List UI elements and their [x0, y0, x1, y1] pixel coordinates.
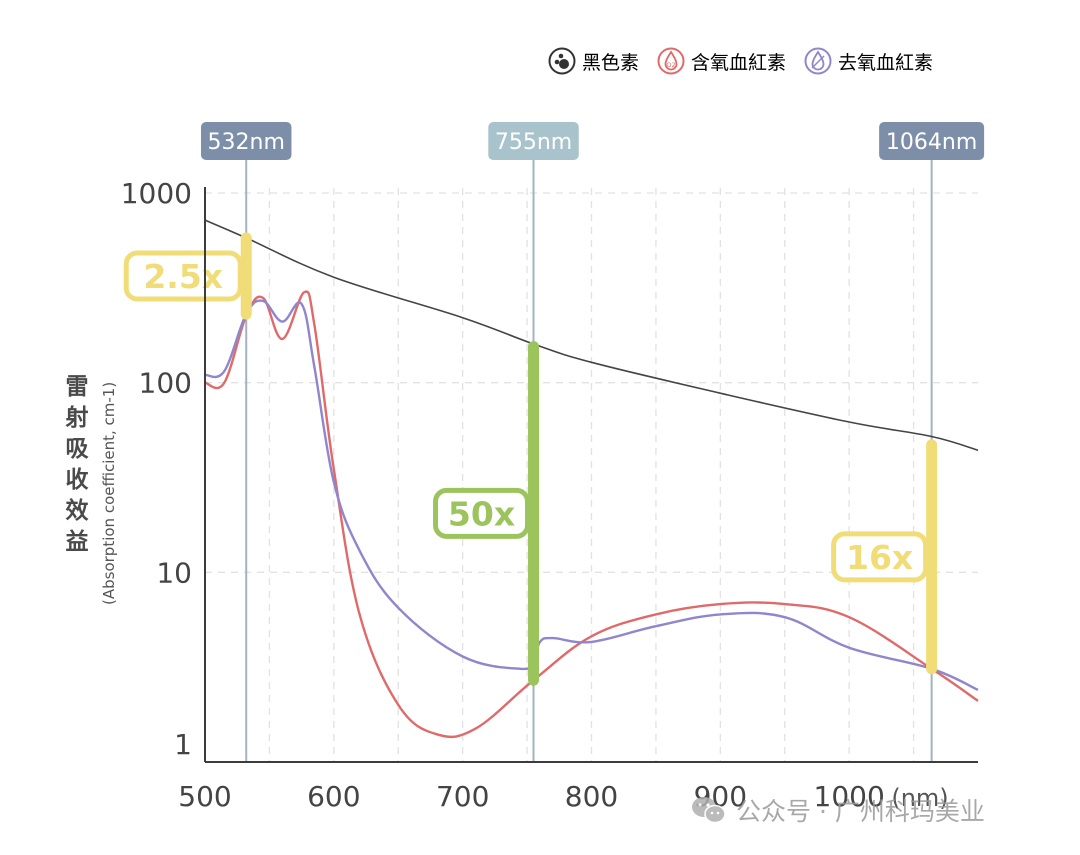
y-axis-title: 雷射吸收效益 (Absorption coefficient, cm-1) — [52, 360, 122, 620]
legend-label: 去氧血紅素 — [838, 51, 934, 74]
ratio-badge-50x — [433, 487, 531, 539]
x-tick-label: 700 — [436, 780, 489, 813]
legend-item-deoxyhemoglobin: 去氧血紅素 — [804, 47, 933, 75]
marker-tag-755nm — [488, 122, 579, 160]
series-line-2 — [204, 290, 979, 739]
y-tick-label: 1000 — [121, 177, 192, 210]
x-tick-label: 600 — [307, 780, 360, 813]
ratio-label: 50x — [448, 494, 515, 533]
y-tick-label: 1 — [174, 728, 192, 761]
deoxy-drop-icon — [804, 47, 832, 75]
legend-item-oxyhemoglobin: O2 含氧血紅素 — [657, 47, 786, 75]
ratio-label: 2.5x — [143, 257, 223, 296]
legend-label: 黑色素 — [582, 51, 640, 74]
y-axis-label-en: (Absorption coefficient, cm-1) — [100, 381, 118, 605]
y-tick-label: 100 — [139, 367, 192, 400]
x-axis-label: (nm) — [891, 784, 948, 812]
x-tick-label: 800 — [565, 780, 618, 813]
marker-tag-532nm — [200, 122, 292, 160]
y-tick-label: 10 — [156, 556, 192, 589]
series-lines — [204, 219, 979, 739]
series-line-1 — [204, 219, 979, 452]
legend-label: 含氧血紅素 — [691, 51, 787, 74]
ratio-badge-16x — [831, 531, 929, 583]
marker-tag-1064nm — [879, 122, 985, 160]
ratio-label: 16x — [846, 538, 913, 577]
axes — [204, 187, 978, 763]
oxygen-drop-icon: O2 — [657, 47, 685, 75]
ratio-badge-2.5x — [123, 250, 243, 302]
watermark-text: 公众号 · 广州科玛美业 — [736, 797, 985, 826]
marker-label: 532nm — [208, 130, 285, 155]
ratio-bars: 2.5x 50x 16x — [123, 232, 938, 686]
legend: 黑色素 O2 含氧血紅素 去氧血紅素 — [548, 47, 933, 75]
watermark: 公众号 · 广州科玛美业 — [690, 792, 985, 828]
x-tick-label: 1000 — [814, 780, 885, 813]
melanin-icon — [548, 47, 576, 75]
marker-label: 1064nm — [886, 130, 977, 155]
series-line-3 — [204, 299, 979, 691]
grid-lines — [205, 188, 978, 762]
svg-text:O2: O2 — [666, 61, 675, 69]
marker-label: 755nm — [495, 130, 572, 155]
y-axis-label-zh: 雷射吸收效益 — [65, 374, 89, 555]
x-tick-label: 500 — [178, 780, 231, 813]
wavelength-markers: 532nm 755nm 1064nm — [200, 122, 985, 762]
wechat-icon — [692, 797, 726, 824]
legend-item-melanin: 黑色素 — [548, 47, 639, 75]
